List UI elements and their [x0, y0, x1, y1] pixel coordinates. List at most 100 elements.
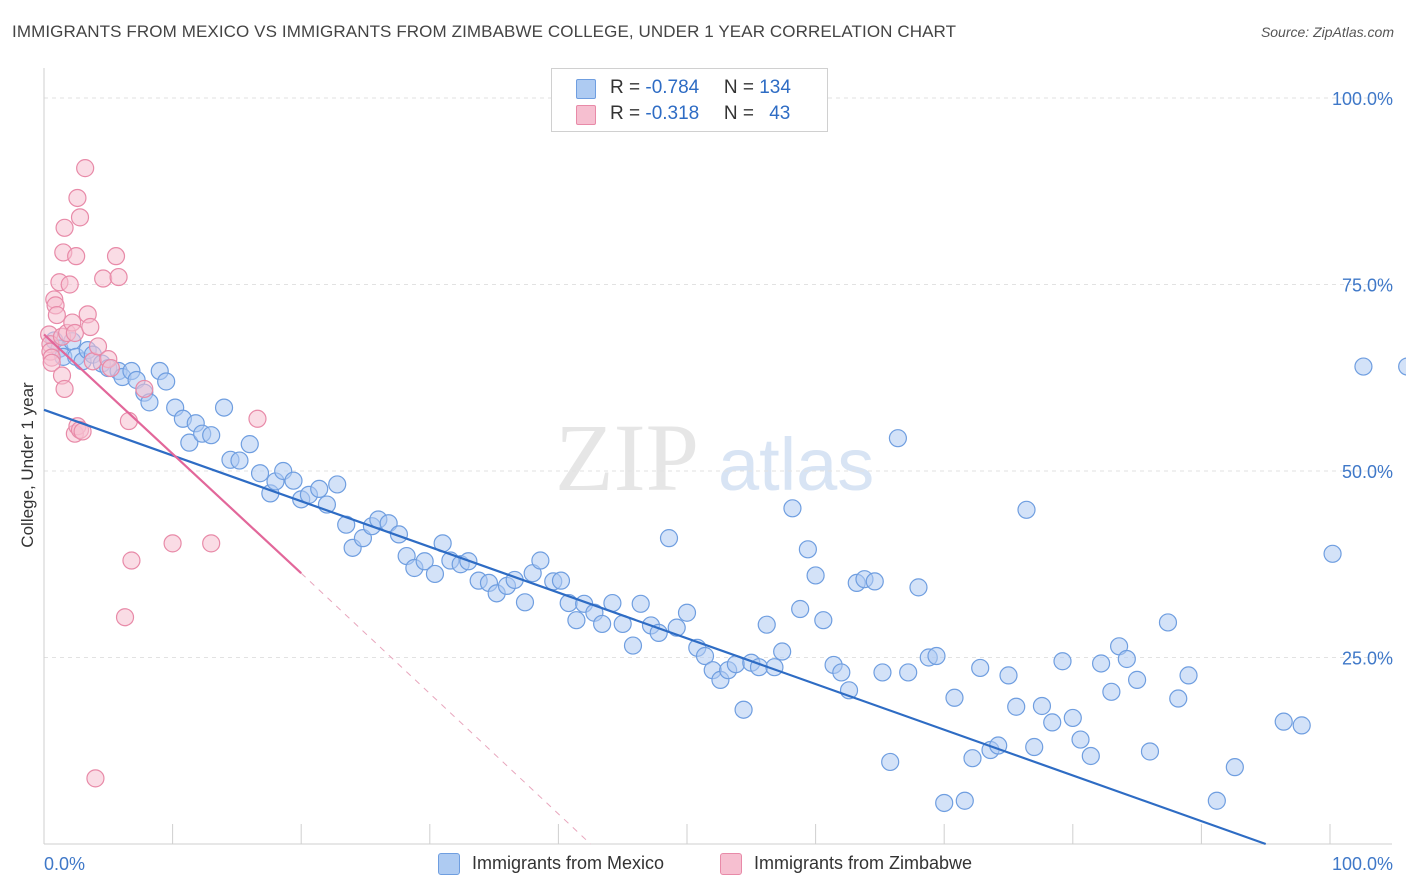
point-mexico-67 — [593, 614, 612, 634]
point-zimbabwe-25 — [76, 159, 95, 178]
point-zimbabwe-27 — [81, 317, 100, 337]
point-mexico-17 — [157, 372, 176, 391]
legend-n-value-zimbabwe: 43 — [769, 103, 791, 124]
point-mexico-26 — [230, 451, 249, 470]
point-mexico-102 — [888, 429, 908, 448]
y-tick-label-3: 25.0% — [1342, 649, 1393, 669]
point-mexico-60 — [531, 551, 550, 570]
point-mexico-131 — [1169, 689, 1188, 708]
legend-swatch-zimbabwe — [576, 105, 596, 125]
y-axis-title: College, Under 1 year — [18, 382, 37, 548]
point-zimbabwe-22 — [67, 247, 86, 266]
point-mexico-64 — [567, 611, 586, 630]
point-zimbabwe-42 — [86, 769, 105, 788]
point-mexico-122 — [1071, 730, 1090, 749]
point-mexico-106 — [927, 646, 946, 666]
point-mexico-116 — [1017, 500, 1036, 519]
point-mexico-24 — [214, 398, 234, 417]
point-mexico-124 — [1091, 654, 1111, 673]
point-mexico-75 — [667, 618, 686, 637]
trend-line-mexico — [43, 408, 1267, 846]
x-tick-label-0: 0.0% — [44, 854, 85, 874]
point-zimbabwe-4 — [42, 353, 61, 372]
point-mexico-103 — [899, 663, 918, 682]
legend-r-label: R = — [610, 103, 646, 124]
point-mexico-92 — [806, 566, 825, 585]
point-mexico-71 — [631, 594, 650, 613]
point-zimbabwe-34 — [109, 267, 128, 287]
point-mexico-47 — [415, 552, 434, 571]
point-mexico-129 — [1140, 742, 1160, 761]
point-mexico-93 — [814, 611, 833, 630]
point-mexico-100 — [873, 663, 892, 682]
point-mexico-90 — [791, 599, 810, 619]
point-mexico-74 — [659, 529, 679, 548]
point-zimbabwe-15 — [65, 323, 84, 343]
point-mexico-70 — [623, 636, 643, 655]
point-mexico-58 — [515, 593, 535, 612]
point-zimbabwe-23 — [68, 188, 87, 208]
point-mexico-115 — [1007, 697, 1026, 716]
point-mexico-37 — [328, 475, 347, 494]
legend-swatch-mexico — [576, 79, 596, 99]
trend-line-zimbabwe — [43, 333, 302, 575]
point-mexico-133 — [1207, 791, 1226, 810]
point-zimbabwe-36 — [122, 551, 141, 570]
x-tick-label-1: 100.0% — [1332, 854, 1393, 874]
point-mexico-119 — [1043, 713, 1062, 732]
point-mexico-123 — [1081, 746, 1100, 766]
point-mexico-91 — [798, 540, 817, 559]
legend-n-label: N = — [723, 77, 760, 98]
point-mexico-135 — [1274, 712, 1293, 731]
point-zimbabwe-29 — [88, 337, 108, 356]
point-mexico-120 — [1053, 652, 1072, 671]
point-zimbabwe-30 — [94, 269, 113, 288]
watermark-atlas: atlas — [718, 423, 874, 506]
y-tick-label-2: 50.0% — [1342, 462, 1393, 482]
point-mexico-125 — [1102, 682, 1121, 701]
point-mexico-44 — [389, 525, 409, 544]
point-mexico-88 — [773, 642, 792, 661]
bottom-legend-label-mexico: Immigrants from Mexico — [472, 853, 665, 873]
point-mexico-109 — [955, 791, 974, 810]
point-zimbabwe-40 — [202, 534, 221, 553]
chart-source: Source: ZipAtlas.com — [1260, 24, 1394, 40]
bottom-legend-label-zimbabwe: Immigrants from Zimbabwe — [754, 853, 973, 873]
point-mexico-62 — [551, 571, 571, 590]
watermark-zip: ZIP — [555, 404, 699, 511]
point-zimbabwe-32 — [101, 358, 120, 378]
point-zimbabwe-37 — [115, 608, 135, 627]
point-zimbabwe-35 — [119, 411, 138, 431]
point-zimbabwe-7 — [47, 305, 66, 325]
point-mexico-27 — [240, 435, 259, 454]
point-zimbabwe-11 — [55, 379, 74, 399]
point-mexico-76 — [677, 603, 697, 622]
bottom-legend-swatch-zimbabwe — [720, 853, 742, 875]
point-mexico-35 — [310, 479, 329, 499]
point-mexico-134 — [1225, 758, 1244, 777]
point-mexico-86 — [757, 615, 776, 634]
point-mexico-28 — [250, 464, 270, 483]
point-mexico-128 — [1127, 670, 1147, 689]
point-zimbabwe-13 — [60, 275, 79, 294]
point-mexico-111 — [971, 658, 990, 678]
legend-r-value-zimbabwe: -0.318 — [645, 103, 700, 124]
point-mexico-32 — [284, 471, 303, 490]
point-mexico-101 — [881, 752, 900, 772]
point-mexico-48 — [425, 564, 445, 584]
point-mexico-99 — [865, 572, 884, 591]
point-mexico-121 — [1063, 708, 1082, 728]
correlation-legend: R = -0.784 N = 134 R = -0.318 N = 43 — [551, 68, 828, 132]
point-mexico-78 — [695, 646, 715, 666]
point-zimbabwe-21 — [55, 218, 74, 237]
point-mexico-89 — [783, 499, 802, 518]
point-zimbabwe-33 — [106, 247, 126, 266]
point-mexico-127 — [1117, 649, 1136, 669]
legend-r-value-mexico: -0.784 — [645, 77, 700, 98]
point-mexico-118 — [1032, 696, 1052, 716]
point-mexico-136 — [1292, 716, 1311, 735]
point-zimbabwe-39 — [163, 534, 182, 553]
point-mexico-138 — [1354, 357, 1373, 376]
point-mexico-132 — [1179, 666, 1198, 685]
